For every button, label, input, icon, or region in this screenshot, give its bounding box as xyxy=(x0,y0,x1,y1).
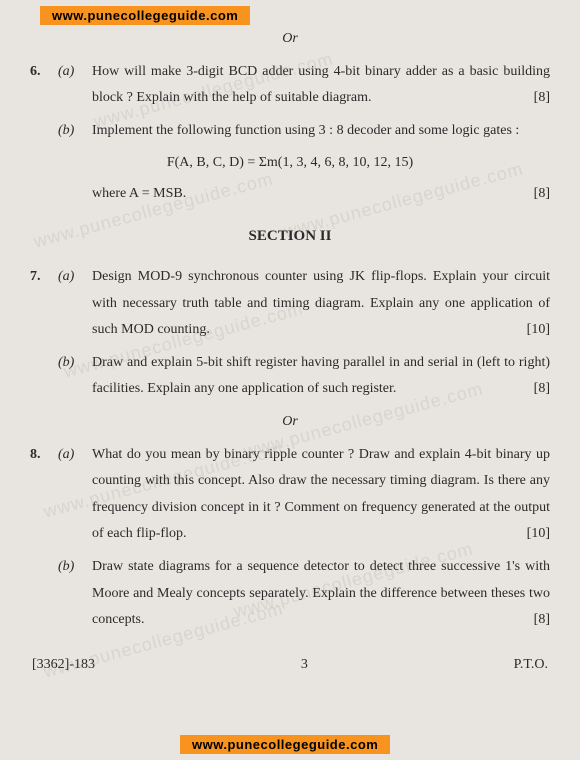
page-footer: [3362]-183 3 P.T.O. xyxy=(30,652,550,679)
question-part-label: (a) xyxy=(58,59,92,112)
question-6a: 6. (a) How will make 3-digit BCD adder u… xyxy=(30,59,550,112)
question-part-label: (b) xyxy=(58,118,92,145)
footer-pto: P.T.O. xyxy=(514,652,548,679)
question-part-label: (b) xyxy=(58,554,92,634)
question-8a: 8. (a) What do you mean by binary ripple… xyxy=(30,442,550,548)
question-marks: [8] xyxy=(534,607,550,634)
question-number xyxy=(30,118,58,145)
question-6b-where: where A = MSB. [8] xyxy=(30,181,550,208)
question-part-label: (a) xyxy=(58,264,92,344)
question-body: How will make 3-digit BCD adder using 4-… xyxy=(92,64,550,106)
question-body: Draw and explain 5-bit shift register ha… xyxy=(92,355,550,397)
question-8b: (b) Draw state diagrams for a sequence d… xyxy=(30,554,550,634)
question-number: 8. xyxy=(30,442,58,548)
question-number: 7. xyxy=(30,264,58,344)
exam-page: Or 6. (a) How will make 3-digit BCD adde… xyxy=(0,0,580,698)
question-marks: [8] xyxy=(534,376,550,403)
watermark-bottom: www.punecollegeguide.com xyxy=(180,735,390,754)
question-marks: [8] xyxy=(534,85,550,112)
question-7b: (b) Draw and explain 5-bit shift registe… xyxy=(30,350,550,403)
question-marks: [10] xyxy=(527,317,550,344)
question-text: Design MOD-9 synchronous counter using J… xyxy=(92,264,550,344)
question-where: where A = MSB. [8] xyxy=(92,181,550,208)
question-text: Draw state diagrams for a sequence detec… xyxy=(92,554,550,634)
watermark-top: www.punecollegeguide.com xyxy=(40,6,250,25)
question-text: How will make 3-digit BCD adder using 4-… xyxy=(92,59,550,112)
or-heading: Or xyxy=(30,409,550,436)
section-heading: SECTION II xyxy=(30,222,550,251)
question-body: Draw state diagrams for a sequence detec… xyxy=(92,559,550,627)
question-marks: [8] xyxy=(534,181,550,208)
question-text: Implement the following function using 3… xyxy=(92,118,550,145)
footer-code: [3362]-183 xyxy=(32,652,95,679)
question-text: What do you mean by binary ripple counte… xyxy=(92,442,550,548)
question-body: Implement the following function using 3… xyxy=(92,123,519,138)
question-part-label: (a) xyxy=(58,442,92,548)
question-part-label: (b) xyxy=(58,350,92,403)
question-marks: [10] xyxy=(527,521,550,548)
question-number xyxy=(30,350,58,403)
or-heading: Or xyxy=(30,26,550,53)
question-text: Draw and explain 5-bit shift register ha… xyxy=(92,350,550,403)
question-body: What do you mean by binary ripple counte… xyxy=(92,447,550,542)
question-7a: 7. (a) Design MOD-9 synchronous counter … xyxy=(30,264,550,344)
footer-page-number: 3 xyxy=(301,652,308,679)
question-formula: F(A, B, C, D) = Σm(1, 3, 4, 6, 8, 10, 12… xyxy=(30,150,550,177)
question-6b: (b) Implement the following function usi… xyxy=(30,118,550,145)
question-number: 6. xyxy=(30,59,58,112)
question-number xyxy=(30,554,58,634)
question-body: Design MOD-9 synchronous counter using J… xyxy=(92,269,550,337)
